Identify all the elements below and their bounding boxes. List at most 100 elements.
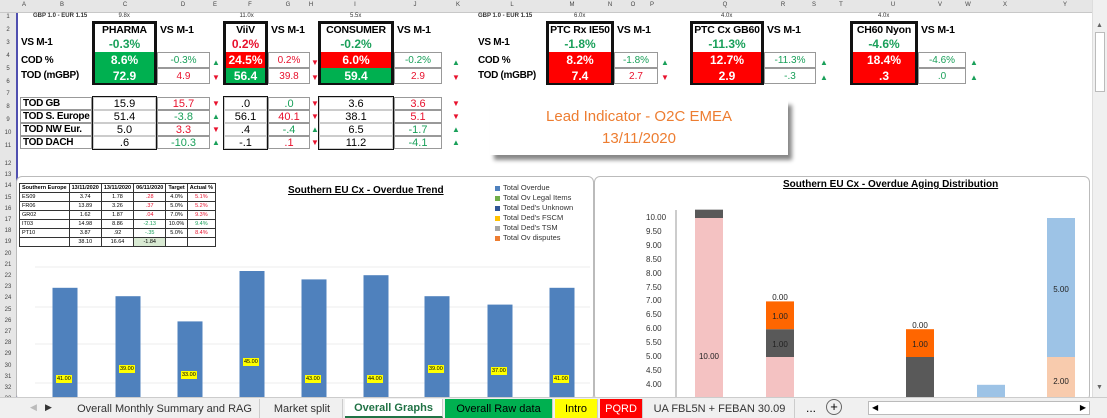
column-header[interactable]: N	[607, 2, 613, 8]
row-number[interactable]: 3	[6, 39, 10, 46]
segment-label: 0.00	[912, 321, 928, 331]
column-header[interactable]: C	[122, 2, 128, 8]
mini-cell: 9.3%	[186, 210, 216, 220]
scroll-thumb[interactable]	[1095, 32, 1105, 92]
column-header[interactable]: G	[285, 2, 291, 8]
arrow-down-icon: ▼	[452, 99, 460, 108]
row-number[interactable]: 32	[4, 385, 12, 391]
column-header[interactable]: L	[510, 2, 514, 8]
column-header[interactable]: P	[649, 2, 655, 8]
column-header[interactable]: M	[569, 2, 575, 8]
column-header[interactable]: W	[965, 2, 971, 8]
row-number[interactable]: 2	[6, 26, 10, 33]
tab-intro[interactable]: Intro	[555, 399, 598, 418]
row-number[interactable]: 9	[6, 117, 10, 124]
row-number[interactable]: 25	[4, 306, 12, 313]
y-tick-label: 5.50	[646, 338, 662, 348]
row-number[interactable]: 16	[4, 205, 12, 212]
row-number[interactable]: 6	[6, 78, 10, 85]
column-header-bar: A B C D E F G H I J K L M N O P Q R S T U V W X Y	[0, 0, 1092, 13]
row-number[interactable]: 28	[4, 340, 12, 347]
column-header[interactable]: B	[59, 2, 65, 8]
legend-label: Total Ded's Unknown	[503, 203, 574, 212]
row-number[interactable]: 24	[4, 295, 12, 302]
stack-segment	[977, 384, 1005, 397]
tab-pqrd[interactable]: PQRD	[600, 399, 643, 418]
column-header[interactable]: K	[455, 2, 461, 8]
column-header[interactable]: T	[839, 2, 843, 8]
tab-overall-graphs[interactable]: Overall Graphs	[345, 399, 443, 418]
column-header[interactable]: D	[180, 2, 186, 8]
aging-distribution-chart[interactable]	[594, 176, 1090, 401]
row-number[interactable]: 10	[4, 130, 12, 137]
row-number[interactable]: 23	[4, 284, 12, 291]
column-header[interactable]: O	[630, 2, 636, 8]
column-header[interactable]: R	[780, 2, 786, 8]
column-header[interactable]: X	[1002, 2, 1008, 8]
tab-overall-monthly-summary-and-rag[interactable]: Overall Monthly Summary and RAG	[70, 399, 260, 418]
mini-row: GR02 1.62 1.87.04 7.0% 9.3%	[19, 210, 216, 220]
row-number[interactable]: 5	[6, 65, 10, 72]
row-number[interactable]: 4	[6, 52, 10, 59]
chart-title: Southern EU Cx - Overdue Aging Distribut…	[783, 179, 999, 190]
kpi-name: PTC Rx IE50	[550, 24, 610, 36]
hscroll-left-icon[interactable]: ◀	[872, 403, 879, 412]
y-tick-label: 4.00	[646, 379, 662, 389]
column-header[interactable]: Y	[1062, 2, 1068, 8]
tab-market-split[interactable]: Market split	[262, 399, 343, 418]
row-number[interactable]: 27	[4, 329, 12, 335]
tab-overall-raw-data[interactable]: Overall Raw data	[445, 399, 553, 418]
hscroll-right-icon[interactable]: ▶	[1079, 403, 1086, 412]
column-header[interactable]: A	[21, 2, 27, 8]
charts-layer	[35, 209, 1075, 397]
row-number[interactable]: 30	[4, 362, 12, 369]
stack-segment	[1047, 357, 1075, 397]
scroll-up-icon[interactable]: ▲	[1096, 22, 1103, 29]
column-header[interactable]: E	[212, 2, 218, 8]
horizontal-scrollbar[interactable]: ◀ ▶	[868, 401, 1090, 415]
row-number[interactable]: 12	[4, 161, 12, 167]
region-value: 56.1	[224, 110, 267, 123]
row-number[interactable]: 11	[4, 143, 12, 149]
arrow-down-icon: ▼	[212, 125, 220, 134]
row-number[interactable]: 14	[4, 183, 12, 190]
row-number[interactable]: 22	[4, 273, 12, 279]
data-label: 37.00	[491, 366, 507, 375]
column-header[interactable]: V	[937, 2, 943, 8]
mini-cell: .04	[133, 210, 167, 220]
row-number[interactable]: 19	[4, 239, 12, 246]
cod-vs: -4.6%	[918, 52, 966, 68]
row-number[interactable]: 13	[4, 172, 12, 179]
add-sheet-button[interactable]: +	[826, 399, 842, 415]
region-value: 38.1	[319, 110, 393, 123]
vertical-scrollbar[interactable]: ▲ ▼	[1092, 0, 1107, 397]
row-number[interactable]: 20	[4, 250, 12, 257]
row-number[interactable]: 8	[6, 104, 10, 111]
column-header[interactable]: Q	[722, 2, 728, 8]
column-header[interactable]: S	[811, 2, 817, 8]
row-number[interactable]: 31	[4, 373, 12, 380]
row-number[interactable]: 17	[4, 217, 12, 223]
row-number[interactable]: 26	[4, 317, 12, 324]
y-tick-label: 8.50	[646, 254, 662, 264]
more-tabs-button[interactable]: ...	[806, 401, 817, 415]
column-header[interactable]: H	[308, 2, 314, 8]
scroll-down-icon[interactable]: ▼	[1096, 384, 1103, 391]
region-delta: 40.1	[268, 110, 310, 123]
column-header[interactable]: U	[890, 2, 896, 8]
mini-cell: GR02	[19, 210, 70, 220]
row-number[interactable]: 15	[4, 194, 12, 201]
tab-scroll-right-icon[interactable]: ▶	[45, 402, 52, 412]
kpi-name: CONSUMER	[326, 24, 386, 36]
row-number[interactable]: 18	[4, 228, 12, 235]
column-header[interactable]: F	[248, 2, 252, 8]
tab-ua-fbl5n-feban-30-09[interactable]: UA FBL5N + FEBAN 30.09	[645, 399, 795, 418]
column-header[interactable]: I	[354, 2, 356, 8]
row-number[interactable]: 21	[4, 261, 12, 268]
tab-scroll-left-icon[interactable]: ◀	[30, 402, 37, 412]
column-header[interactable]: J	[413, 2, 417, 8]
row-number[interactable]: 1	[6, 14, 10, 20]
row-number[interactable]: 29	[4, 351, 12, 358]
stack-segment	[766, 357, 794, 397]
row-number[interactable]: 7	[6, 91, 10, 98]
